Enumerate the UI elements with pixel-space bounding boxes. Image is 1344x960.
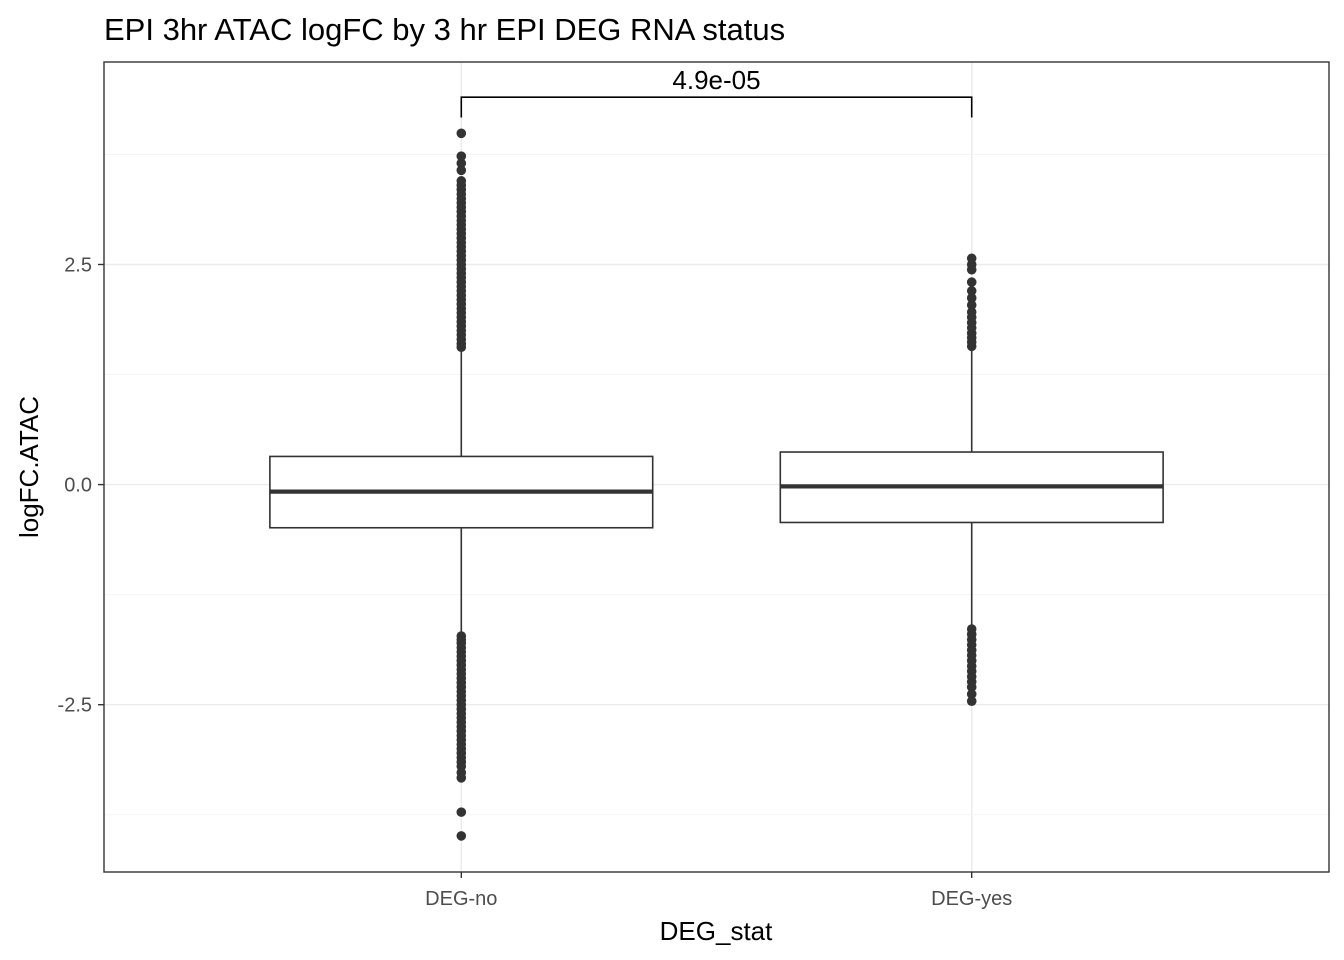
- y-axis: -2.5 0.0 2.5: [58, 255, 104, 717]
- y-tick-label: -2.5: [58, 695, 92, 717]
- x-tick-label: DEG-no: [425, 888, 497, 910]
- outlier-point: [966, 682, 977, 692]
- panel-border: [103, 61, 1330, 873]
- x-axis-title: DEG_stat: [660, 916, 773, 946]
- y-tick-label: 2.5: [64, 255, 92, 277]
- y-tick-label: 0.0: [64, 475, 92, 497]
- x-axis: DEG-no DEG-yes: [425, 872, 1012, 910]
- outlier-point: [966, 689, 977, 699]
- x-tick-label: DEG-yes: [931, 888, 1012, 910]
- box-group-deg-yes: [779, 253, 1164, 706]
- box-group-deg-no: [269, 128, 654, 841]
- outlier-point: [456, 772, 467, 783]
- box-layer: [269, 128, 1164, 841]
- outlier-point: [456, 807, 467, 817]
- outlier-point: [966, 277, 977, 287]
- comparison-p-value: 4.9e-05: [672, 65, 760, 95]
- outlier-point: [966, 253, 977, 264]
- outlier-point: [456, 151, 467, 162]
- comparison-annotation: 4.9e-05: [460, 65, 973, 118]
- outlier-point: [456, 128, 467, 139]
- chart-title: EPI 3hr ATAC logFC by 3 hr EPI DEG RNA s…: [104, 12, 785, 47]
- outlier-point: [456, 831, 467, 841]
- outlier-point: [966, 696, 977, 706]
- outlier-point: [966, 307, 977, 317]
- outlier-point: [966, 300, 977, 310]
- outlier-point: [966, 293, 977, 303]
- outlier-point: [456, 158, 467, 169]
- comparison-bracket: [460, 96, 973, 118]
- outlier-point: [456, 176, 467, 186]
- outlier-point: [966, 286, 977, 296]
- y-axis-title: logFC.ATAC: [14, 396, 44, 538]
- panel: 4.9e-05: [103, 61, 1330, 873]
- outlier-point: [456, 165, 467, 176]
